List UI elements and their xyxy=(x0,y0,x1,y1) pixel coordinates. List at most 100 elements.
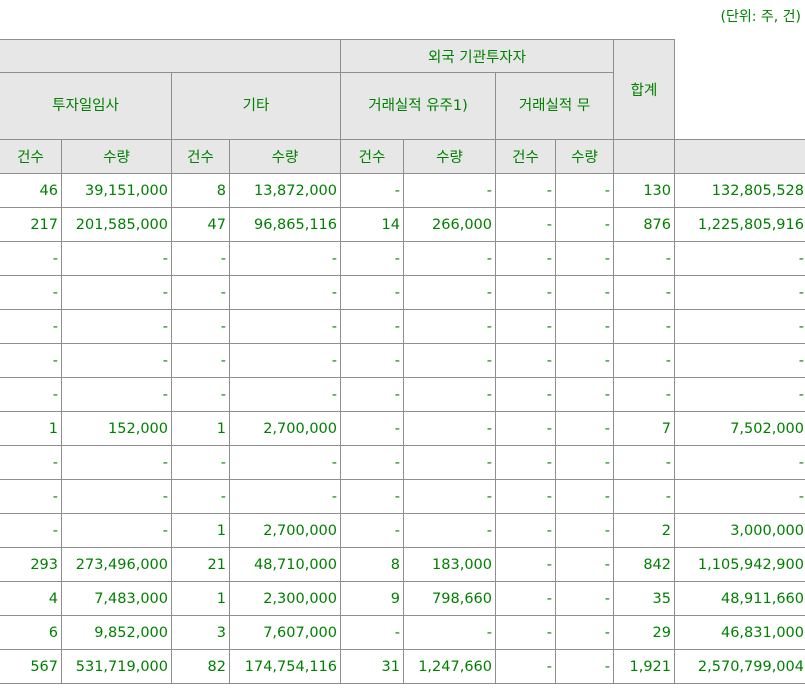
table-cell: - xyxy=(555,649,614,684)
table-cell: - xyxy=(0,275,62,310)
header-foreign-institution: 외국 기관투자자 xyxy=(340,39,614,73)
table-cell: - xyxy=(555,207,614,242)
table-cell: 8 xyxy=(340,547,404,582)
table-cell: - xyxy=(403,343,496,378)
table-cell: - xyxy=(555,241,614,276)
header-other: 기타 xyxy=(171,72,341,140)
table-cell: - xyxy=(555,615,614,650)
table-cell: 4 xyxy=(0,581,62,616)
table-cell: - xyxy=(495,581,556,616)
table-cell: - xyxy=(0,377,62,412)
table-cell: 293 xyxy=(0,547,62,582)
table-cell: - xyxy=(555,343,614,378)
table-row: 293 273,496,000 21 48,710,000 8 183,000- -842 1… xyxy=(0,547,805,582)
table-cell: - xyxy=(495,275,556,310)
table-cell: - xyxy=(61,479,172,514)
table-cell: 130 xyxy=(613,173,675,208)
table-cell: 3 xyxy=(171,615,230,650)
table-cell: 7,502,000 xyxy=(674,411,805,446)
table-cell: 6 xyxy=(0,615,62,650)
table-row: ---------- xyxy=(0,275,805,310)
table-cell: - xyxy=(340,309,404,344)
header-count: 건수 xyxy=(171,139,230,174)
table-cell: - xyxy=(171,309,230,344)
table-cell: 152,000 xyxy=(61,411,172,446)
table-cell: - xyxy=(403,241,496,276)
table-cell: 567 xyxy=(0,649,62,684)
table-cell: 13,872,000 xyxy=(229,173,341,208)
table-cell: - xyxy=(340,513,404,548)
table-cell: 183,000 xyxy=(403,547,496,582)
table-cell: 1,105,942,900 xyxy=(674,547,805,582)
table-cell: 48,911,660 xyxy=(674,581,805,616)
table-cell: - xyxy=(403,479,496,514)
table-cell: - xyxy=(495,343,556,378)
header-count: 건수 xyxy=(0,139,62,174)
table-row: 217 201,585,000 47 96,865,116 14 266,000- -876… xyxy=(0,207,805,242)
table-cell: - xyxy=(674,377,805,412)
table-cell: - xyxy=(495,615,556,650)
table-cell: 35 xyxy=(613,581,675,616)
header-blank xyxy=(0,39,341,73)
table-cell: - xyxy=(495,411,556,446)
table-cell: - xyxy=(229,241,341,276)
table-cell: - xyxy=(340,275,404,310)
table-cell: 2,300,000 xyxy=(229,581,341,616)
table-cell: 39,151,000 xyxy=(61,173,172,208)
table-row: 567 531,719,000 82 174,754,116 31 1,247,660- -… xyxy=(0,649,805,684)
table-cell: - xyxy=(555,445,614,480)
table-cell: - xyxy=(61,377,172,412)
table-cell: 48,710,000 xyxy=(229,547,341,582)
table-row: 1 152,000 1 2,700,000- - - -7 7,502,000 xyxy=(0,411,805,446)
table-cell: - xyxy=(0,241,62,276)
table-cell: - xyxy=(61,343,172,378)
header-count: 건수 xyxy=(340,139,404,174)
table-cell: 46,831,000 xyxy=(674,615,805,650)
table-cell: - xyxy=(171,445,230,480)
table-cell: 9,852,000 xyxy=(61,615,172,650)
table-cell: 1,247,660 xyxy=(403,649,496,684)
table-cell: 1 xyxy=(171,411,230,446)
table-cell: - xyxy=(495,547,556,582)
table-cell: - xyxy=(555,411,614,446)
table-row: 6 9,852,000 3 7,607,000- - - -29 46,831,000 xyxy=(0,615,805,650)
table-cell: - xyxy=(229,343,341,378)
table-cell: - xyxy=(495,513,556,548)
table-cell: 2,570,799,004 xyxy=(674,649,805,684)
header-empty xyxy=(674,139,805,174)
table-cell: - xyxy=(0,343,62,378)
table-cell: 531,719,000 xyxy=(61,649,172,684)
table-cell: - xyxy=(61,241,172,276)
table-cell: - xyxy=(229,479,341,514)
header-count: 건수 xyxy=(495,139,556,174)
table-cell: - xyxy=(674,309,805,344)
table-cell: - xyxy=(403,309,496,344)
table-cell: 31 xyxy=(340,649,404,684)
table-cell: - xyxy=(555,513,614,548)
table-cell: 7 xyxy=(613,411,675,446)
table-cell: - xyxy=(229,377,341,412)
table-cell: 29 xyxy=(613,615,675,650)
table-cell: - xyxy=(495,241,556,276)
table-cell: 9 xyxy=(340,581,404,616)
table-cell: - xyxy=(613,445,675,480)
table-cell: - xyxy=(495,445,556,480)
table-row: ---------- xyxy=(0,377,805,412)
header-qty: 수량 xyxy=(403,139,496,174)
header-qty: 수량 xyxy=(61,139,172,174)
table-row: 4 7,483,000 1 2,300,000 9 798,660- -35 48,911,6… xyxy=(0,581,805,616)
table-row: ---------- xyxy=(0,445,805,480)
table-cell: 96,865,116 xyxy=(229,207,341,242)
table-cell: 1 xyxy=(171,581,230,616)
table-cell: - xyxy=(674,445,805,480)
table-cell: - xyxy=(61,275,172,310)
table-cell: 7,607,000 xyxy=(229,615,341,650)
table-cell: - xyxy=(171,241,230,276)
table-cell: - xyxy=(613,377,675,412)
table-cell: - xyxy=(495,479,556,514)
table-cell: 2 xyxy=(613,513,675,548)
table-cell: - xyxy=(340,377,404,412)
table-cell: - xyxy=(495,649,556,684)
unit-note: (단위: 주, 건) xyxy=(720,9,801,25)
table-row: ---------- xyxy=(0,479,805,514)
